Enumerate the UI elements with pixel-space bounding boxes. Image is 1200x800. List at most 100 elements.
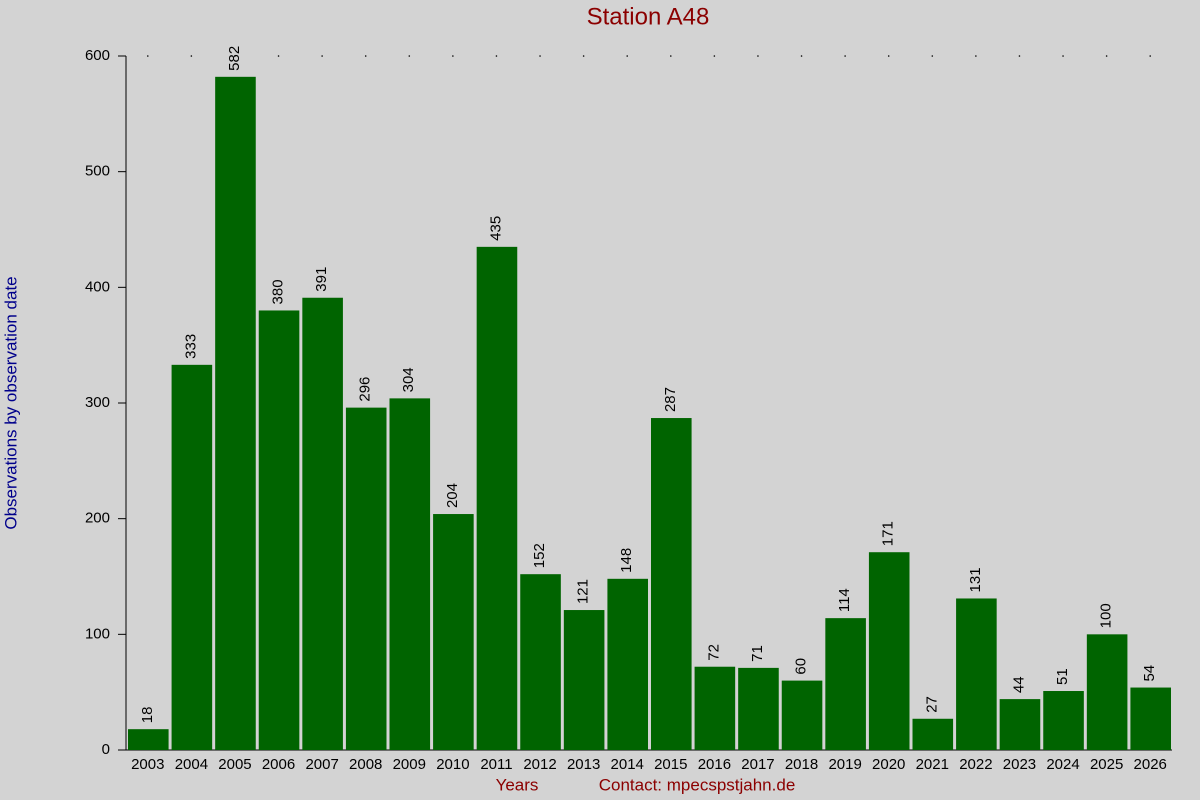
data-label: 148 (618, 548, 635, 573)
x-tick-label: 2011 (480, 756, 512, 773)
x-tick-label: 2020 (872, 756, 905, 773)
x-tick-label: 2004 (175, 756, 208, 773)
top-dot (1149, 55, 1152, 57)
top-dot (146, 55, 149, 57)
y-tick-label: 0 (102, 741, 110, 758)
top-dot (1062, 55, 1064, 57)
bar (128, 729, 169, 750)
x-tick-label: 2007 (305, 756, 338, 773)
y-axis-label: Observations by observation date (1, 276, 20, 529)
bar (433, 514, 474, 750)
top-dot (539, 55, 541, 57)
bar (738, 667, 779, 750)
x-tick-label: 2014 (611, 756, 644, 773)
data-label: 435 (487, 216, 504, 241)
bar (215, 76, 256, 750)
bar (1086, 634, 1128, 750)
x-tick-label: 2018 (785, 756, 818, 773)
top-dot (582, 55, 585, 57)
x-tick-label: 2015 (654, 756, 687, 773)
top-dot (626, 55, 629, 57)
y-tick-label: 600 (85, 47, 110, 64)
x-tick-label: 2009 (393, 756, 426, 773)
bar (607, 578, 648, 750)
data-label: 391 (313, 267, 330, 292)
data-label: 296 (357, 377, 374, 402)
x-tick-label: 2019 (828, 756, 861, 773)
data-label: 582 (226, 46, 243, 71)
top-dot (1105, 55, 1108, 57)
data-label: 44 (1010, 676, 1027, 693)
top-dot (452, 55, 454, 57)
top-dot (321, 55, 323, 57)
top-dot (1018, 55, 1021, 57)
y-tick-label: 200 (85, 510, 110, 527)
bar (912, 718, 954, 750)
data-label: 131 (967, 567, 984, 592)
data-label: 171 (880, 521, 897, 546)
x-tick-label: 2023 (1003, 756, 1036, 773)
top-dot (800, 55, 803, 57)
top-dot (364, 55, 367, 57)
x-tick-label: 2008 (349, 756, 382, 773)
x-tick-label: 2025 (1090, 756, 1123, 773)
bar (171, 364, 213, 750)
data-label: 51 (1054, 668, 1071, 685)
contact-annotation: Contact: mpecspstjahn.de (599, 775, 796, 794)
top-dot (669, 55, 672, 57)
y-tick-label: 400 (85, 278, 110, 295)
x-tick-label: 2026 (1134, 756, 1167, 773)
x-tick-label: 2010 (436, 756, 469, 773)
top-dot (190, 55, 193, 57)
data-label: 27 (923, 696, 940, 713)
bar (389, 398, 431, 750)
bar (520, 574, 561, 750)
bar (345, 407, 387, 750)
data-label: 71 (749, 645, 766, 662)
bar (1043, 691, 1084, 750)
data-label: 152 (531, 543, 548, 568)
top-dot (887, 55, 890, 57)
data-label: 380 (270, 279, 287, 304)
x-tick-label: 2006 (262, 756, 295, 773)
x-tick-label: 2012 (523, 756, 556, 773)
x-tick-label: 2013 (567, 756, 600, 773)
top-dot (975, 55, 977, 57)
data-label: 204 (444, 483, 461, 508)
bar (302, 297, 343, 750)
y-tick-label: 500 (85, 163, 110, 180)
y-tick-label: 100 (85, 625, 110, 642)
data-label: 72 (705, 644, 722, 661)
top-dot (495, 55, 498, 57)
bar (781, 680, 823, 750)
x-tick-label: 2005 (218, 756, 251, 773)
top-dot (713, 55, 716, 57)
bar (999, 699, 1041, 750)
bar (476, 246, 518, 750)
bar (651, 418, 692, 750)
bar (694, 666, 736, 750)
top-dot (931, 55, 934, 57)
bar (1130, 687, 1171, 750)
x-tick-label: 2024 (1046, 756, 1079, 773)
data-label: 60 (793, 658, 810, 675)
bar (825, 618, 866, 750)
top-dot (757, 55, 759, 57)
bar (258, 310, 300, 750)
data-label: 18 (139, 706, 156, 723)
x-tick-label: 2021 (916, 756, 949, 773)
bar (563, 610, 605, 750)
x-tick-label: 2016 (698, 756, 731, 773)
top-dot (277, 55, 280, 57)
top-dot (408, 55, 411, 57)
top-dot (234, 55, 236, 57)
data-label: 121 (575, 579, 592, 604)
x-tick-label: 2022 (959, 756, 992, 773)
data-label: 114 (836, 588, 853, 612)
chart-title: Station A48 (587, 3, 710, 30)
bar (956, 598, 997, 750)
x-tick-label: 2003 (131, 756, 164, 773)
data-label: 54 (1141, 665, 1158, 682)
x-tick-label: 2017 (741, 756, 774, 773)
